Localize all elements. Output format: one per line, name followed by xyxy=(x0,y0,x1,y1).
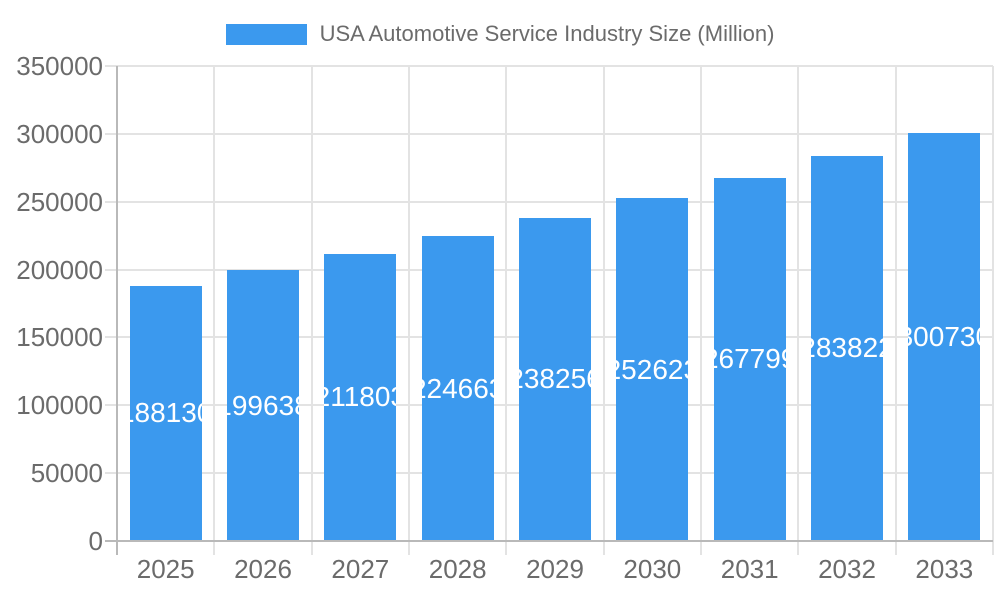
x-gridline xyxy=(602,66,605,555)
bar-value-label: 267799 xyxy=(714,343,786,375)
x-tick-label: 2027 xyxy=(331,554,390,584)
legend-label: USA Automotive Service Industry Size (Mi… xyxy=(319,21,775,46)
bar-value-label: 224663 xyxy=(422,372,494,404)
x-gridline xyxy=(310,66,313,555)
legend: USA Automotive Service Industry Size (Mi… xyxy=(0,21,1000,47)
y-gridline xyxy=(105,65,993,67)
x-tick-label: 2033 xyxy=(915,554,974,584)
bar-2031[interactable]: 267799 xyxy=(713,177,786,541)
x-tick-label: 2029 xyxy=(526,554,584,584)
bar-value-label: 283822 xyxy=(811,332,883,364)
y-axis-line xyxy=(116,66,118,555)
y-tick-label: 200000 xyxy=(16,254,103,285)
bar-2025[interactable]: 188130 xyxy=(129,285,202,541)
x-axis-line xyxy=(105,540,993,542)
legend-swatch xyxy=(225,23,307,45)
x-gridline xyxy=(213,66,216,555)
x-tick-label: 2032 xyxy=(818,554,876,584)
bar-value-label: 300730 xyxy=(908,320,980,352)
y-gridline xyxy=(105,132,993,135)
x-tick-label: 2026 xyxy=(234,554,292,584)
plot-area: 188130 199638 211803 224663 238256 252623 2677… xyxy=(105,65,994,555)
bar-value-label: 252623 xyxy=(616,353,688,385)
y-tick-label: 350000 xyxy=(16,51,103,81)
x-gridline xyxy=(505,66,508,555)
y-tick-label: 150000 xyxy=(16,322,103,353)
x-tick-label: 2025 xyxy=(136,554,195,584)
x-tick-label: 2031 xyxy=(720,554,779,584)
bar-2032[interactable]: 283822 xyxy=(811,155,883,541)
y-tick-label: 300000 xyxy=(16,118,103,149)
bar-2027[interactable]: 211803 xyxy=(324,253,397,541)
x-gridline xyxy=(700,66,702,555)
bar-value-label: 211803 xyxy=(324,381,396,413)
x-gridline xyxy=(992,66,994,555)
bar-value-label: 199638 xyxy=(227,389,299,421)
y-tick-label: 50000 xyxy=(30,458,103,489)
y-gridline xyxy=(105,200,993,203)
bar-2028[interactable]: 224663 xyxy=(421,236,494,541)
x-gridline xyxy=(408,66,410,555)
legend-item[interactable]: USA Automotive Service Industry Size (Mi… xyxy=(225,21,775,47)
bar-2030[interactable]: 252623 xyxy=(616,198,689,541)
bar-value-label: 188130 xyxy=(130,397,202,429)
bar-2026[interactable]: 199638 xyxy=(227,270,299,541)
bar-2029[interactable]: 238256 xyxy=(519,217,591,541)
x-tick-label: 2028 xyxy=(428,554,487,584)
y-tick-label: 250000 xyxy=(16,186,103,217)
y-tick-label: 0 xyxy=(88,526,103,556)
x-gridline xyxy=(894,66,897,555)
bar-2033[interactable]: 300730 xyxy=(908,132,981,541)
bar-value-label: 238256 xyxy=(519,363,591,395)
x-tick-label: 2030 xyxy=(623,554,682,584)
y-tick-label: 100000 xyxy=(16,390,103,421)
x-gridline xyxy=(797,66,800,555)
